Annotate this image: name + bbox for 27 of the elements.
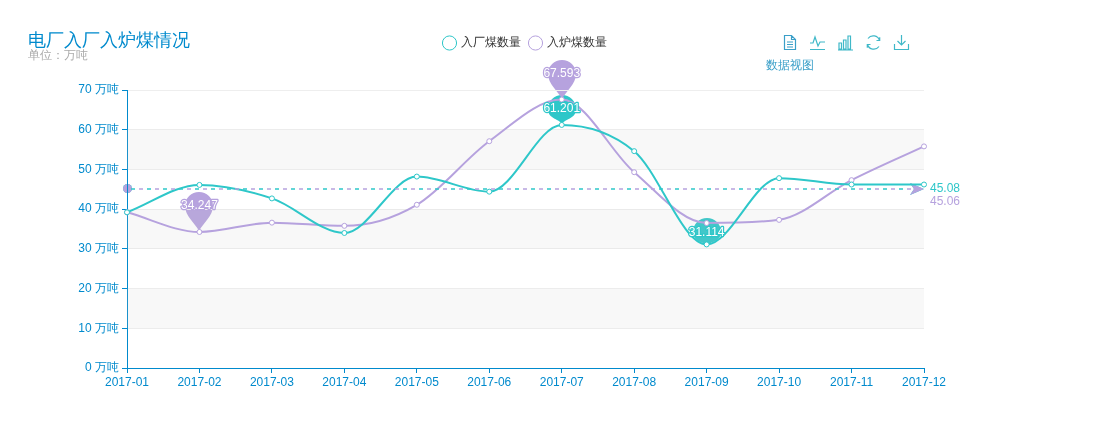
x-tick-label: 2017-05 — [394, 374, 440, 389]
chart-title: 电厂入厂入炉煤情况 — [28, 29, 190, 50]
x-tick-label: 2017-12 — [901, 374, 947, 389]
x-tick-label: 2017-03 — [249, 374, 295, 389]
chart-subtitle: 单位：万吨 — [28, 48, 88, 64]
y-tick-label: 0 万吨 — [84, 360, 119, 375]
x-tick-label: 2017-01 — [104, 374, 150, 389]
x-tick-label: 2017-02 — [177, 374, 222, 389]
legend-label: 入厂煤数量 — [460, 35, 521, 50]
text: 数据视图 — [766, 57, 814, 74]
ref-line-label: 45.08 — [930, 181, 961, 196]
y-tick-label: 40 万吨 — [78, 201, 119, 216]
y-tick-label: 60 万吨 — [78, 122, 119, 137]
x-tick-label: 2017-09 — [684, 374, 729, 389]
x-tick-label: 2017-11 — [829, 374, 874, 389]
legend-label: 入炉煤数量 — [546, 35, 607, 50]
y-tick-label: 30 万吨 — [78, 241, 119, 256]
y-tick-label: 50 万吨 — [78, 161, 119, 176]
y-tick-label: 20 万吨 — [78, 280, 119, 295]
x-tick-label: 2017-04 — [322, 374, 367, 389]
x-tick-label: 2017-07 — [539, 374, 585, 389]
x-tick-label: 2017-08 — [612, 374, 657, 389]
x-tick-label: 2017-10 — [757, 374, 802, 389]
ref-line-label: 45.06 — [930, 194, 961, 209]
x-tick-label: 2017-06 — [467, 374, 512, 389]
y-tick-label: 70 万吨 — [78, 82, 119, 97]
y-tick-label: 10 万吨 — [78, 320, 119, 335]
